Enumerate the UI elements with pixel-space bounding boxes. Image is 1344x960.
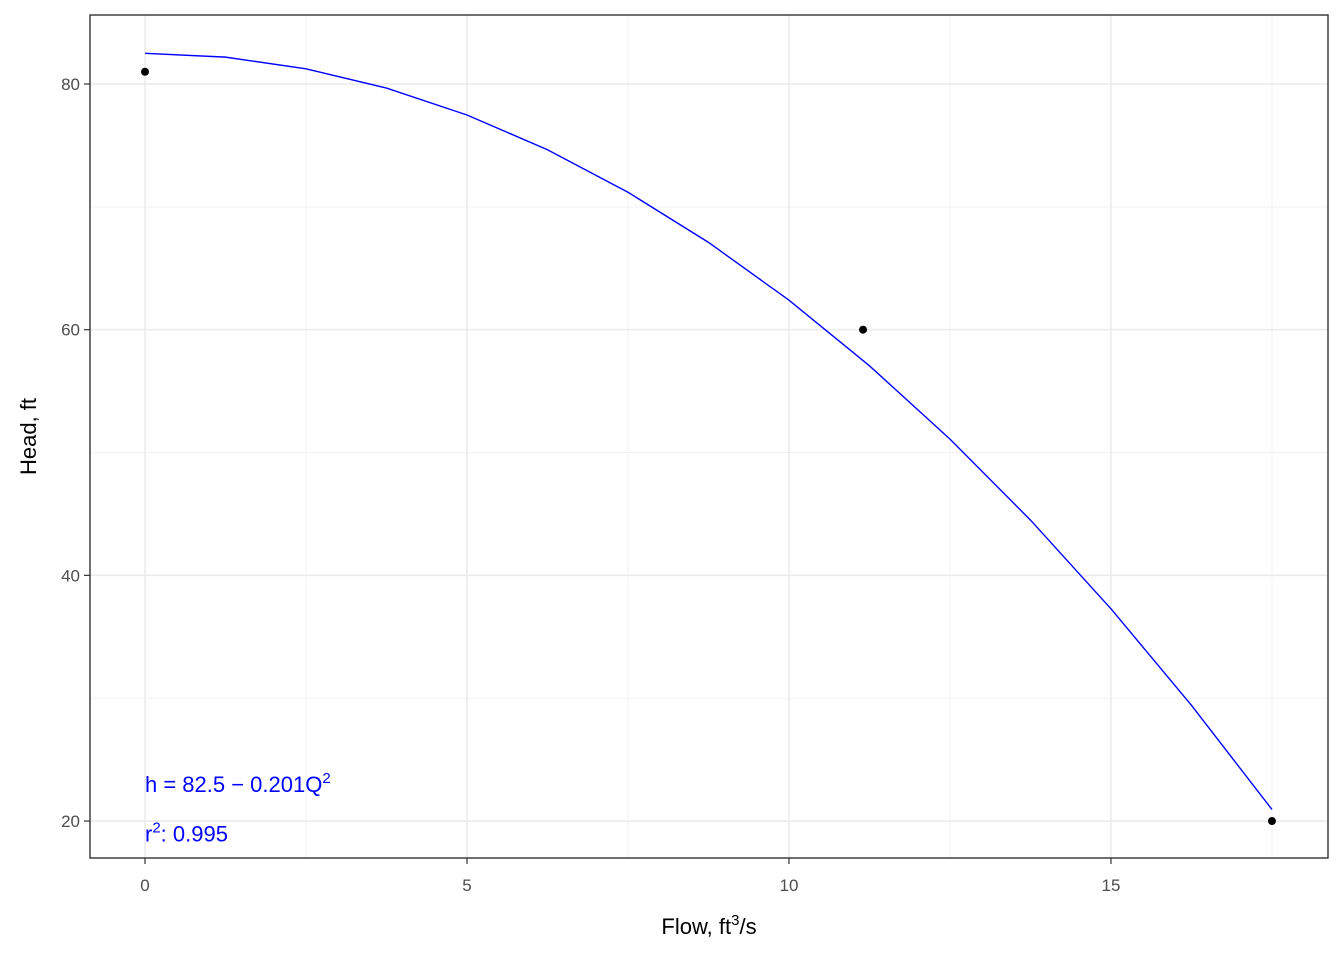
y-axis-title: Head, ft [16, 398, 41, 475]
text-part: r [145, 821, 152, 846]
text-part: h = 82.5 − 0.201Q [145, 772, 322, 797]
y-tick-label: 60 [61, 321, 80, 340]
text-part: : 0.995 [161, 821, 228, 846]
panel-border [89, 14, 1329, 859]
x-tick-label: 5 [462, 876, 471, 895]
x-tick-label: 0 [140, 876, 149, 895]
rich-text: r2: 0.995 [145, 819, 228, 846]
point [140, 67, 149, 76]
superscript: 3 [731, 912, 739, 929]
y-tick-label: 80 [61, 75, 80, 94]
x-tick-label: 15 [1102, 876, 1121, 895]
text-part: Flow, ft [661, 914, 731, 939]
rich-text: Flow, ft3/s [661, 912, 756, 939]
point [859, 325, 868, 334]
text-part: /s [739, 914, 756, 939]
y-tick-label: 40 [61, 566, 80, 585]
x-tick-label: 10 [780, 876, 799, 895]
rich-text: h = 82.5 − 0.201Q2 [145, 770, 331, 797]
y-tick-label: 20 [61, 812, 80, 831]
point [1267, 817, 1276, 826]
superscript: 2 [322, 770, 330, 787]
superscript: 2 [152, 819, 160, 836]
fit-line [144, 52, 1273, 810]
